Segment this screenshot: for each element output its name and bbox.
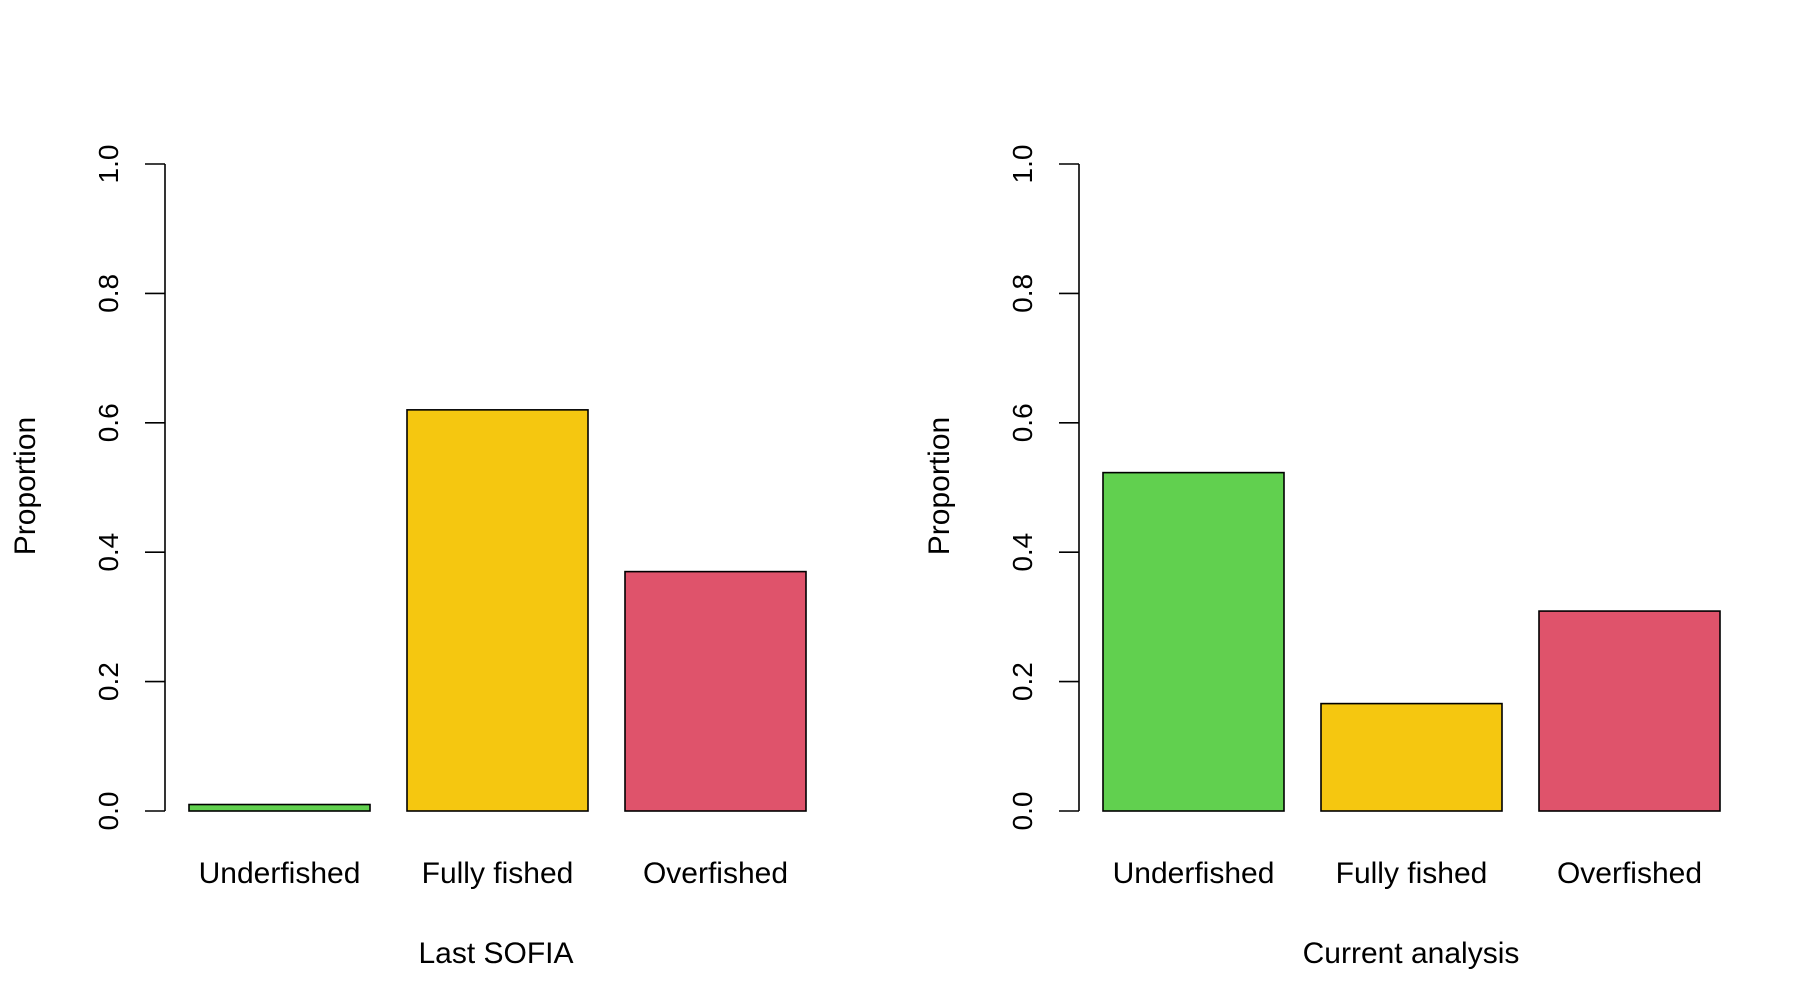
y-tick-label: 0.2 <box>1007 662 1038 701</box>
y-tick-label: 0.8 <box>93 274 124 313</box>
y-tick-label: 0.2 <box>93 662 124 701</box>
y-tick-label: 0.4 <box>93 533 124 572</box>
y-tick-label: 0.6 <box>1007 403 1038 442</box>
x-axis-label-left: Last SOFIA <box>418 937 573 970</box>
bars-left-panel <box>188 409 807 812</box>
y-tick-label: 0.0 <box>1007 792 1038 831</box>
bar-underfished <box>188 803 371 812</box>
y-tick-label: 1.0 <box>93 145 124 184</box>
y-axis-label-right: Proportion <box>923 417 956 555</box>
y-tick-label: 0.8 <box>1007 274 1038 313</box>
bar-overfished <box>1538 610 1721 812</box>
category-label: Fully fished <box>422 857 574 890</box>
y-tick-label: 1.0 <box>1007 145 1038 184</box>
bar-fully-fished <box>1320 702 1503 812</box>
category-label: Underfished <box>1113 857 1275 890</box>
y-tick-label: 0.4 <box>1007 533 1038 572</box>
category-label: Overfished <box>1557 857 1702 890</box>
panel-current-analysis: 0.0 0.2 0.4 0.6 0.8 1.0 Underfished Fully fish… <box>923 145 1721 970</box>
bars-right-panel <box>1102 471 1721 812</box>
category-labels-right-panel: Underfished Fully fished Overfished <box>1113 857 1702 890</box>
y-axis-label-left: Proportion <box>9 417 42 555</box>
bar-underfished <box>1102 471 1285 812</box>
y-axis-left-panel: 0.0 0.2 0.4 0.6 0.8 1.0 <box>93 145 166 831</box>
category-labels-left-panel: Underfished Fully fished Overfished <box>199 857 788 890</box>
bar-overfished <box>624 570 807 812</box>
category-label: Overfished <box>643 857 788 890</box>
y-tick-label: 0.6 <box>93 403 124 442</box>
panel-last-sofia: 0.0 0.2 0.4 0.6 0.8 1.0 Underfished Fully fish… <box>9 145 807 970</box>
category-label: Fully fished <box>1336 857 1488 890</box>
bar-fully-fished <box>406 409 589 812</box>
category-label: Underfished <box>199 857 361 890</box>
y-axis-right-panel: 0.0 0.2 0.4 0.6 0.8 1.0 <box>1007 145 1080 831</box>
x-axis-label-right: Current analysis <box>1303 937 1520 970</box>
y-tick-label: 0.0 <box>93 792 124 831</box>
